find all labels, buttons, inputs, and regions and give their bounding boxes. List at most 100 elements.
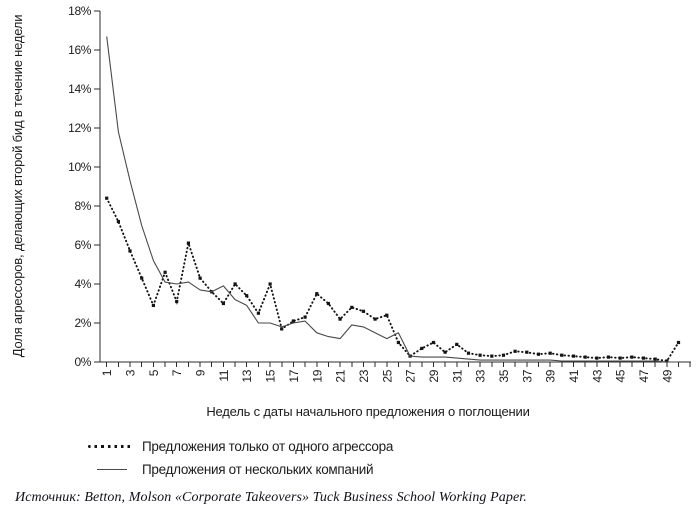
y-tick-label: 10% — [68, 160, 92, 174]
data-point-marker — [455, 342, 459, 346]
data-point-marker — [595, 356, 599, 360]
chart-canvas: 0%2%4%6%8%10%12%14%16%18%1 3 5 7 9 11 13 15 17 19… — [10, 4, 691, 419]
data-point-marker — [373, 317, 377, 321]
legend-item-single-aggressor: Предложения только от одного агрессора — [88, 435, 393, 458]
data-point-marker — [116, 220, 120, 224]
data-point-marker — [630, 355, 634, 359]
data-point-marker — [163, 270, 167, 274]
x-tick-label: 39 — [544, 369, 558, 382]
data-point-marker — [431, 340, 436, 345]
x-tick-label: 31 — [450, 369, 464, 382]
data-point-marker — [536, 352, 541, 356]
data-point-marker — [128, 249, 132, 253]
x-tick-label: 37 — [520, 369, 534, 382]
data-point-marker — [291, 319, 295, 323]
x-tick-label: 13 — [240, 369, 254, 382]
series-layer — [105, 36, 681, 363]
data-point-marker — [618, 356, 622, 360]
data-point-marker — [326, 301, 330, 306]
data-point-marker — [525, 350, 529, 354]
x-tick-label: 23 — [357, 369, 371, 382]
x-tick-label: 47 — [637, 369, 651, 382]
data-point-marker — [256, 311, 260, 315]
series-line — [106, 36, 679, 363]
x-axis-title: Недель с даты начального предложения о п… — [206, 404, 529, 419]
x-tick-label: 11 — [217, 369, 231, 381]
data-point-marker — [105, 196, 109, 200]
legend-label-single-aggressor: Предложения только от одного агрессора — [142, 439, 394, 454]
data-point-marker — [396, 340, 400, 345]
x-tick-label: 3 — [124, 369, 138, 376]
x-tick-label: 33 — [474, 369, 488, 382]
y-tick-label: 16% — [68, 43, 92, 57]
data-point-marker — [303, 315, 307, 319]
data-point-marker — [140, 276, 144, 280]
data-point-marker — [641, 356, 646, 360]
x-tick-label: 25 — [380, 369, 394, 382]
data-point-marker — [501, 353, 506, 357]
y-tick-label: 0% — [74, 355, 91, 369]
data-point-marker — [175, 299, 179, 304]
data-point-marker — [443, 350, 447, 354]
legend-label-multiple-companies: Предложения от нескольких компаний — [142, 462, 374, 477]
data-point-marker — [513, 349, 517, 353]
x-tick-label: 43 — [590, 369, 604, 382]
data-point-marker — [665, 359, 669, 363]
y-axis-title: Доля агрессоров, делающих второй бид в т… — [10, 15, 25, 358]
x-tick-label: 45 — [614, 369, 628, 382]
x-tick-label: 19 — [310, 369, 324, 382]
y-tick-label: 8% — [74, 199, 91, 213]
axes-layer: 0%2%4%6%8%10%12%14%16%18%1 3 5 7 9 11 13 15 17 19… — [68, 4, 691, 383]
data-point-marker — [466, 351, 471, 355]
data-point-marker — [560, 353, 564, 357]
x-tick-label: 17 — [287, 369, 301, 382]
data-point-marker — [676, 340, 681, 345]
legend-item-multiple-companies: Предложения от нескольких компаний — [88, 458, 393, 481]
data-point-marker — [198, 276, 202, 280]
x-tick-label: 41 — [567, 369, 581, 382]
x-tick-label: 7 — [170, 369, 184, 376]
series-solid — [106, 36, 679, 363]
x-tick-label: 21 — [334, 369, 348, 382]
x-tick-label: 5 — [147, 369, 161, 376]
x-tick-label: 49 — [660, 369, 674, 382]
x-tick-label: 27 — [404, 369, 418, 382]
data-point-marker — [186, 241, 190, 245]
data-point-marker — [315, 292, 319, 296]
y-tick-label: 4% — [74, 277, 91, 291]
dotted-line-swatch — [88, 445, 132, 448]
data-point-marker — [233, 282, 237, 286]
data-point-marker — [338, 317, 342, 321]
x-tick-label: 9 — [194, 369, 208, 376]
data-point-marker — [548, 351, 552, 355]
data-point-marker — [221, 301, 225, 306]
solid-line-swatch — [97, 469, 127, 470]
legend-swatch-cell — [88, 469, 132, 470]
data-point-marker — [245, 294, 249, 298]
source-citation: Источник: Betton, Molson «Corporate Take… — [15, 490, 527, 505]
data-point-marker — [280, 327, 284, 331]
data-point-marker — [478, 353, 482, 357]
series-dotted — [105, 196, 681, 363]
data-point-marker — [350, 305, 354, 309]
y-tick-label: 14% — [68, 82, 92, 96]
data-point-marker — [151, 303, 155, 307]
data-point-marker — [268, 282, 272, 286]
x-tick-label: 29 — [427, 369, 441, 382]
data-point-marker — [420, 346, 424, 350]
data-point-marker — [583, 355, 587, 359]
y-tick-label: 6% — [74, 238, 91, 252]
x-tick-label: 1 — [100, 369, 114, 376]
data-point-marker — [606, 355, 611, 359]
y-tick-label: 12% — [68, 121, 92, 135]
y-tick-label: 2% — [74, 316, 91, 330]
y-tick-label: 18% — [68, 4, 92, 18]
data-point-marker — [361, 309, 365, 313]
x-tick-label: 35 — [497, 369, 511, 382]
series-line — [105, 197, 680, 363]
legend: Предложения только от одного агрессора П… — [88, 435, 393, 481]
data-point-marker — [571, 354, 576, 358]
data-point-marker — [385, 313, 389, 317]
data-point-marker — [490, 354, 494, 358]
